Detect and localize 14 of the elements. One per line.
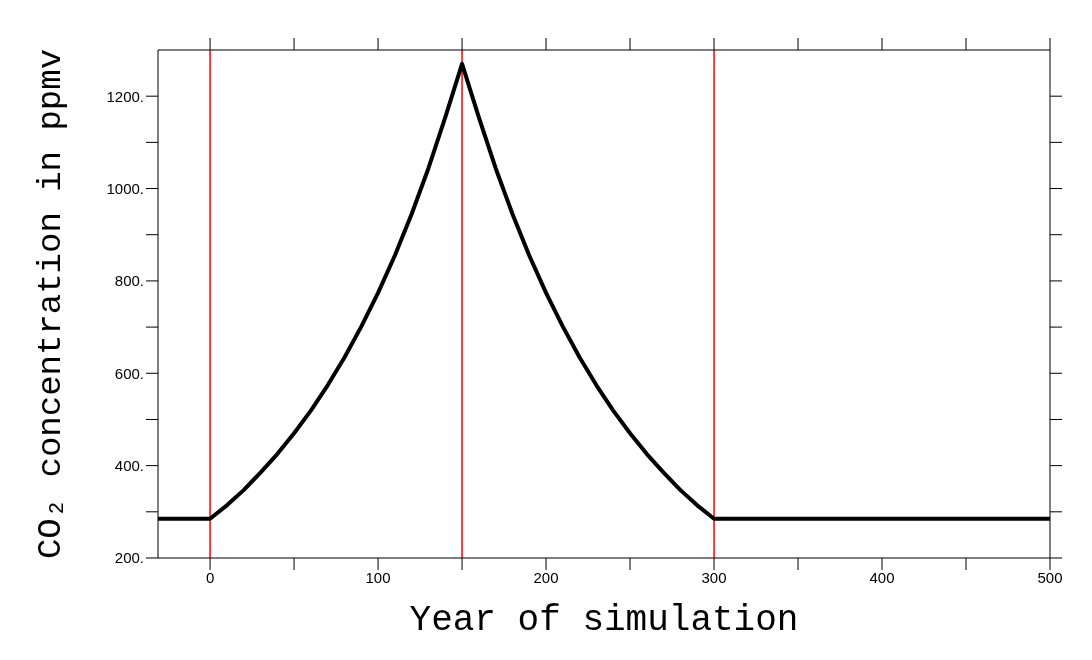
y-tick-label: 800. [114,272,144,290]
y-tick-label: 200. [114,549,144,567]
y-tick-label: 600. [114,364,144,382]
x-tick-label: 100 [365,568,391,586]
x-tick-label: 0 [205,568,215,586]
y-axis-title: CO₂ concentration in ppmv [32,48,71,560]
y-tick-label: 1200. [106,87,144,105]
x-tick-label: 400 [869,568,895,586]
x-axis-title: Year of simulation [409,600,799,641]
y-tick-label: 400. [114,456,144,474]
x-tick-label: 200 [533,568,559,586]
y-tick-label: 1000. [106,179,144,197]
x-tick-label: 500 [1037,568,1063,586]
x-tick-label: 300 [701,568,727,586]
